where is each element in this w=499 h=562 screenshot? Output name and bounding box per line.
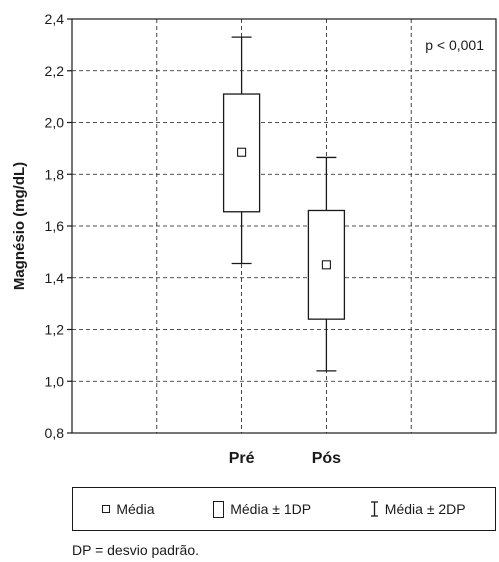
- p-value-annotation: p < 0,001: [425, 37, 484, 53]
- legend-item-1sd: Média ± 1DP: [213, 500, 312, 518]
- legend-item-mean: Média: [102, 501, 155, 517]
- y-tick-label: 2,4: [45, 11, 65, 27]
- y-tick-label: 1,6: [45, 218, 65, 234]
- y-axis-label: Magnésio (mg/dL): [11, 162, 28, 290]
- mean-marker-icon: [102, 505, 111, 513]
- box-plot-pos: [307, 156, 346, 372]
- x-category-label: Pós: [312, 450, 341, 467]
- boxes: [222, 36, 346, 372]
- box-icon: [213, 500, 225, 518]
- y-tick-label: 1,4: [45, 270, 65, 286]
- legend-label-mean: Média: [116, 501, 155, 517]
- mean-marker: [321, 260, 331, 270]
- y-tick-label: 1,2: [45, 322, 65, 338]
- y-tick-label: 2,2: [45, 63, 65, 79]
- legend-item-2sd: Média ± 2DP: [370, 501, 466, 517]
- chart: 0,8 1,0 1,2 1,4 1,6 1,8 2,0 2,2 2,4 Pré Pós p < 0…: [11, 11, 497, 467]
- legend-label-1sd: Média ± 1DP: [230, 501, 312, 517]
- grid: [71, 18, 497, 434]
- x-category-label: Pré: [229, 450, 255, 467]
- legend-label-2sd: Média ± 2DP: [384, 501, 466, 517]
- y-tick-label: 1,8: [45, 166, 65, 182]
- x-tick-labels: Pré Pós: [229, 450, 341, 467]
- y-tick-label: 2,0: [45, 115, 65, 131]
- y-tick-label: 1,0: [45, 373, 65, 389]
- legend: Média Média ± 1DP Média ± 2DP: [72, 487, 496, 531]
- footnote: DP = desvio padrão.: [72, 542, 199, 558]
- y-tick-label: 0,8: [45, 425, 65, 441]
- whisker-icon: [370, 501, 378, 517]
- mean-marker: [237, 147, 247, 157]
- box-plot-pre: [222, 36, 261, 265]
- y-tick-labels: 0,8 1,0 1,2 1,4 1,6 1,8 2,0 2,2 2,4: [45, 11, 72, 441]
